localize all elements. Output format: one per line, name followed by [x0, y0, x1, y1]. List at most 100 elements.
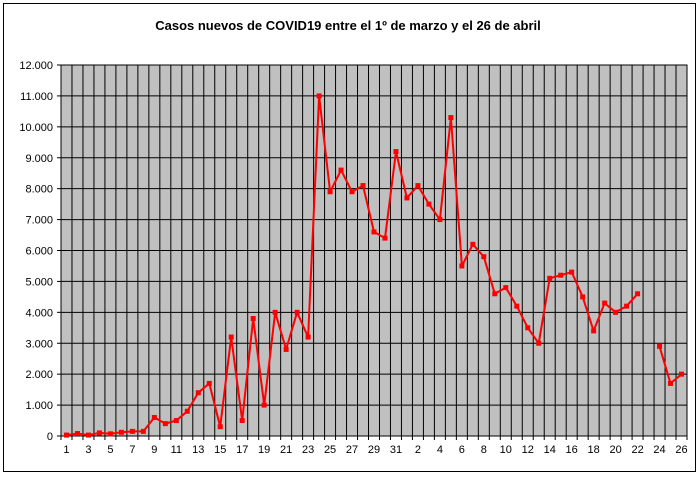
data-point [393, 149, 399, 155]
data-point [558, 272, 564, 278]
x-tick-label: 14 [544, 444, 556, 456]
line-chart: Casos nuevos de COVID19 entre el 1º de m… [19, 18, 687, 456]
data-point [668, 380, 674, 386]
data-point [635, 291, 641, 297]
data-point [228, 334, 234, 340]
y-tick-label: 11.000 [20, 91, 53, 103]
data-point [481, 254, 487, 260]
data-point [74, 431, 80, 437]
data-point [525, 325, 531, 331]
data-point [613, 309, 619, 315]
x-tick-label: 19 [258, 444, 270, 456]
data-point [338, 167, 344, 173]
data-point [459, 263, 465, 269]
y-tick-label: 0 [47, 431, 53, 443]
x-tick-label: 2 [415, 444, 421, 456]
data-point [283, 346, 289, 352]
x-tick-label: 12 [522, 444, 534, 456]
x-tick-label: 29 [368, 444, 380, 456]
y-tick-label: 4.000 [25, 307, 53, 319]
x-tick-label: 13 [192, 444, 204, 456]
data-point [503, 285, 509, 291]
data-point [536, 340, 542, 346]
data-point [547, 275, 553, 281]
x-tick-label: 5 [107, 444, 113, 456]
y-tick-label: 10.000 [19, 122, 53, 134]
data-point [415, 183, 421, 189]
x-tick-label: 27 [346, 444, 358, 456]
data-point [107, 431, 113, 437]
data-point [492, 291, 498, 297]
data-point [360, 183, 366, 189]
data-point [96, 430, 102, 436]
data-point [437, 217, 443, 223]
y-tick-label: 3.000 [25, 338, 53, 350]
data-point [173, 418, 179, 424]
data-point [118, 429, 124, 435]
data-point [371, 229, 377, 235]
y-tick-label: 2.000 [25, 369, 53, 381]
data-point [327, 189, 333, 195]
data-point [404, 195, 410, 201]
x-tick-label: 6 [459, 444, 465, 456]
data-point [602, 300, 608, 306]
data-point [426, 201, 432, 207]
y-tick-label: 9.000 [25, 153, 53, 165]
data-point [448, 115, 454, 121]
x-tick-label: 22 [631, 444, 643, 456]
x-tick-label: 4 [437, 444, 443, 456]
chart-frame: Casos nuevos de COVID19 entre el 1º de m… [3, 3, 696, 472]
data-point [63, 432, 69, 438]
data-point [151, 414, 157, 420]
x-tick-label: 31 [390, 444, 402, 456]
x-tick-label: 24 [653, 444, 665, 456]
plot-area: 0 1.000 2.000 3.000 4.000 5.000 6.000 7.000 8.00… [19, 60, 687, 456]
x-tick-label: 9 [151, 444, 157, 456]
y-tick-label: 1.000 [25, 400, 53, 412]
x-tick-label: 21 [280, 444, 292, 456]
data-point [184, 408, 190, 414]
y-tick-label: 12.000 [19, 60, 53, 72]
data-point [316, 93, 322, 99]
x-tick-label: 1 [63, 444, 69, 456]
data-point [591, 328, 597, 334]
data-point [239, 418, 245, 424]
y-tick-label: 5.000 [25, 276, 53, 288]
x-tick-label: 7 [129, 444, 135, 456]
data-point [206, 380, 212, 386]
data-point [217, 424, 223, 430]
data-point [657, 343, 663, 349]
data-point [195, 390, 201, 396]
x-tick-label: 16 [566, 444, 578, 456]
x-tick-label: 26 [675, 444, 687, 456]
y-tick-label: 6.000 [25, 246, 53, 258]
data-point [349, 189, 355, 195]
x-tick-label: 17 [236, 444, 248, 456]
x-tick-label: 25 [324, 444, 336, 456]
x-tick-label: 23 [302, 444, 314, 456]
data-point [569, 269, 575, 275]
data-point [129, 428, 135, 434]
x-tick-label: 8 [481, 444, 487, 456]
data-point [272, 309, 278, 315]
data-point [580, 294, 586, 300]
data-point [162, 421, 168, 427]
x-tick-label: 11 [171, 444, 182, 456]
x-tick-label: 3 [85, 444, 91, 456]
x-tick-label: 10 [500, 444, 512, 456]
data-point [261, 402, 267, 408]
data-point [294, 309, 300, 315]
chart-title: Casos nuevos de COVID19 entre el 1º de m… [155, 18, 541, 33]
x-tick-label: 20 [609, 444, 621, 456]
data-point [250, 316, 256, 322]
data-point [514, 303, 520, 309]
x-tick-label: 18 [588, 444, 600, 456]
data-point [624, 303, 630, 309]
data-point [85, 432, 91, 438]
data-point [305, 334, 311, 340]
y-tick-label: 7.000 [25, 215, 53, 227]
x-tick-label: 15 [214, 444, 226, 456]
y-tick-label: 8.000 [25, 184, 53, 196]
data-point [679, 371, 685, 377]
data-point [470, 241, 476, 247]
